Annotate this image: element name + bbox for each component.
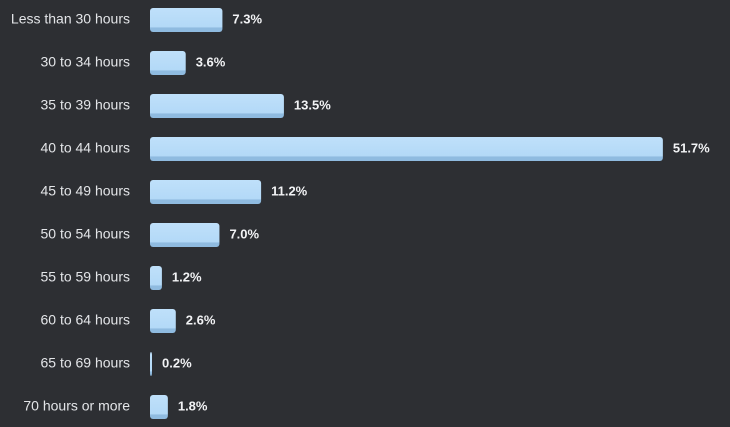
value-label: 7.3%: [232, 11, 262, 26]
category-label: 60 to 64 hours: [40, 312, 130, 328]
category-label: 70 hours or more: [23, 398, 130, 414]
value-label: 11.2%: [271, 183, 308, 198]
value-label: 3.6%: [196, 54, 226, 69]
bar: [150, 266, 162, 290]
value-label: 51.7%: [673, 140, 710, 155]
value-label: 1.8%: [178, 398, 208, 413]
value-label: 7.0%: [229, 226, 259, 241]
bar: [150, 223, 220, 247]
value-label: 1.2%: [172, 269, 202, 284]
value-label: 2.6%: [186, 312, 216, 327]
bar: [150, 8, 223, 32]
category-label: 55 to 59 hours: [40, 269, 130, 285]
category-label: 30 to 34 hours: [40, 54, 130, 70]
category-label: 45 to 49 hours: [40, 183, 130, 199]
bar: [150, 51, 186, 75]
category-label: 40 to 44 hours: [40, 140, 130, 156]
category-label: 65 to 69 hours: [40, 355, 130, 371]
bar: [150, 309, 176, 333]
bar: [150, 94, 284, 118]
category-label: Less than 30 hours: [11, 11, 130, 27]
bar: [150, 352, 152, 376]
value-label: 13.5%: [294, 97, 331, 112]
category-label: 35 to 39 hours: [40, 97, 130, 113]
bar: [150, 180, 262, 204]
value-label: 0.2%: [162, 355, 192, 370]
bar: [150, 395, 168, 419]
category-label: 50 to 54 hours: [40, 226, 130, 242]
bar: [150, 137, 663, 161]
